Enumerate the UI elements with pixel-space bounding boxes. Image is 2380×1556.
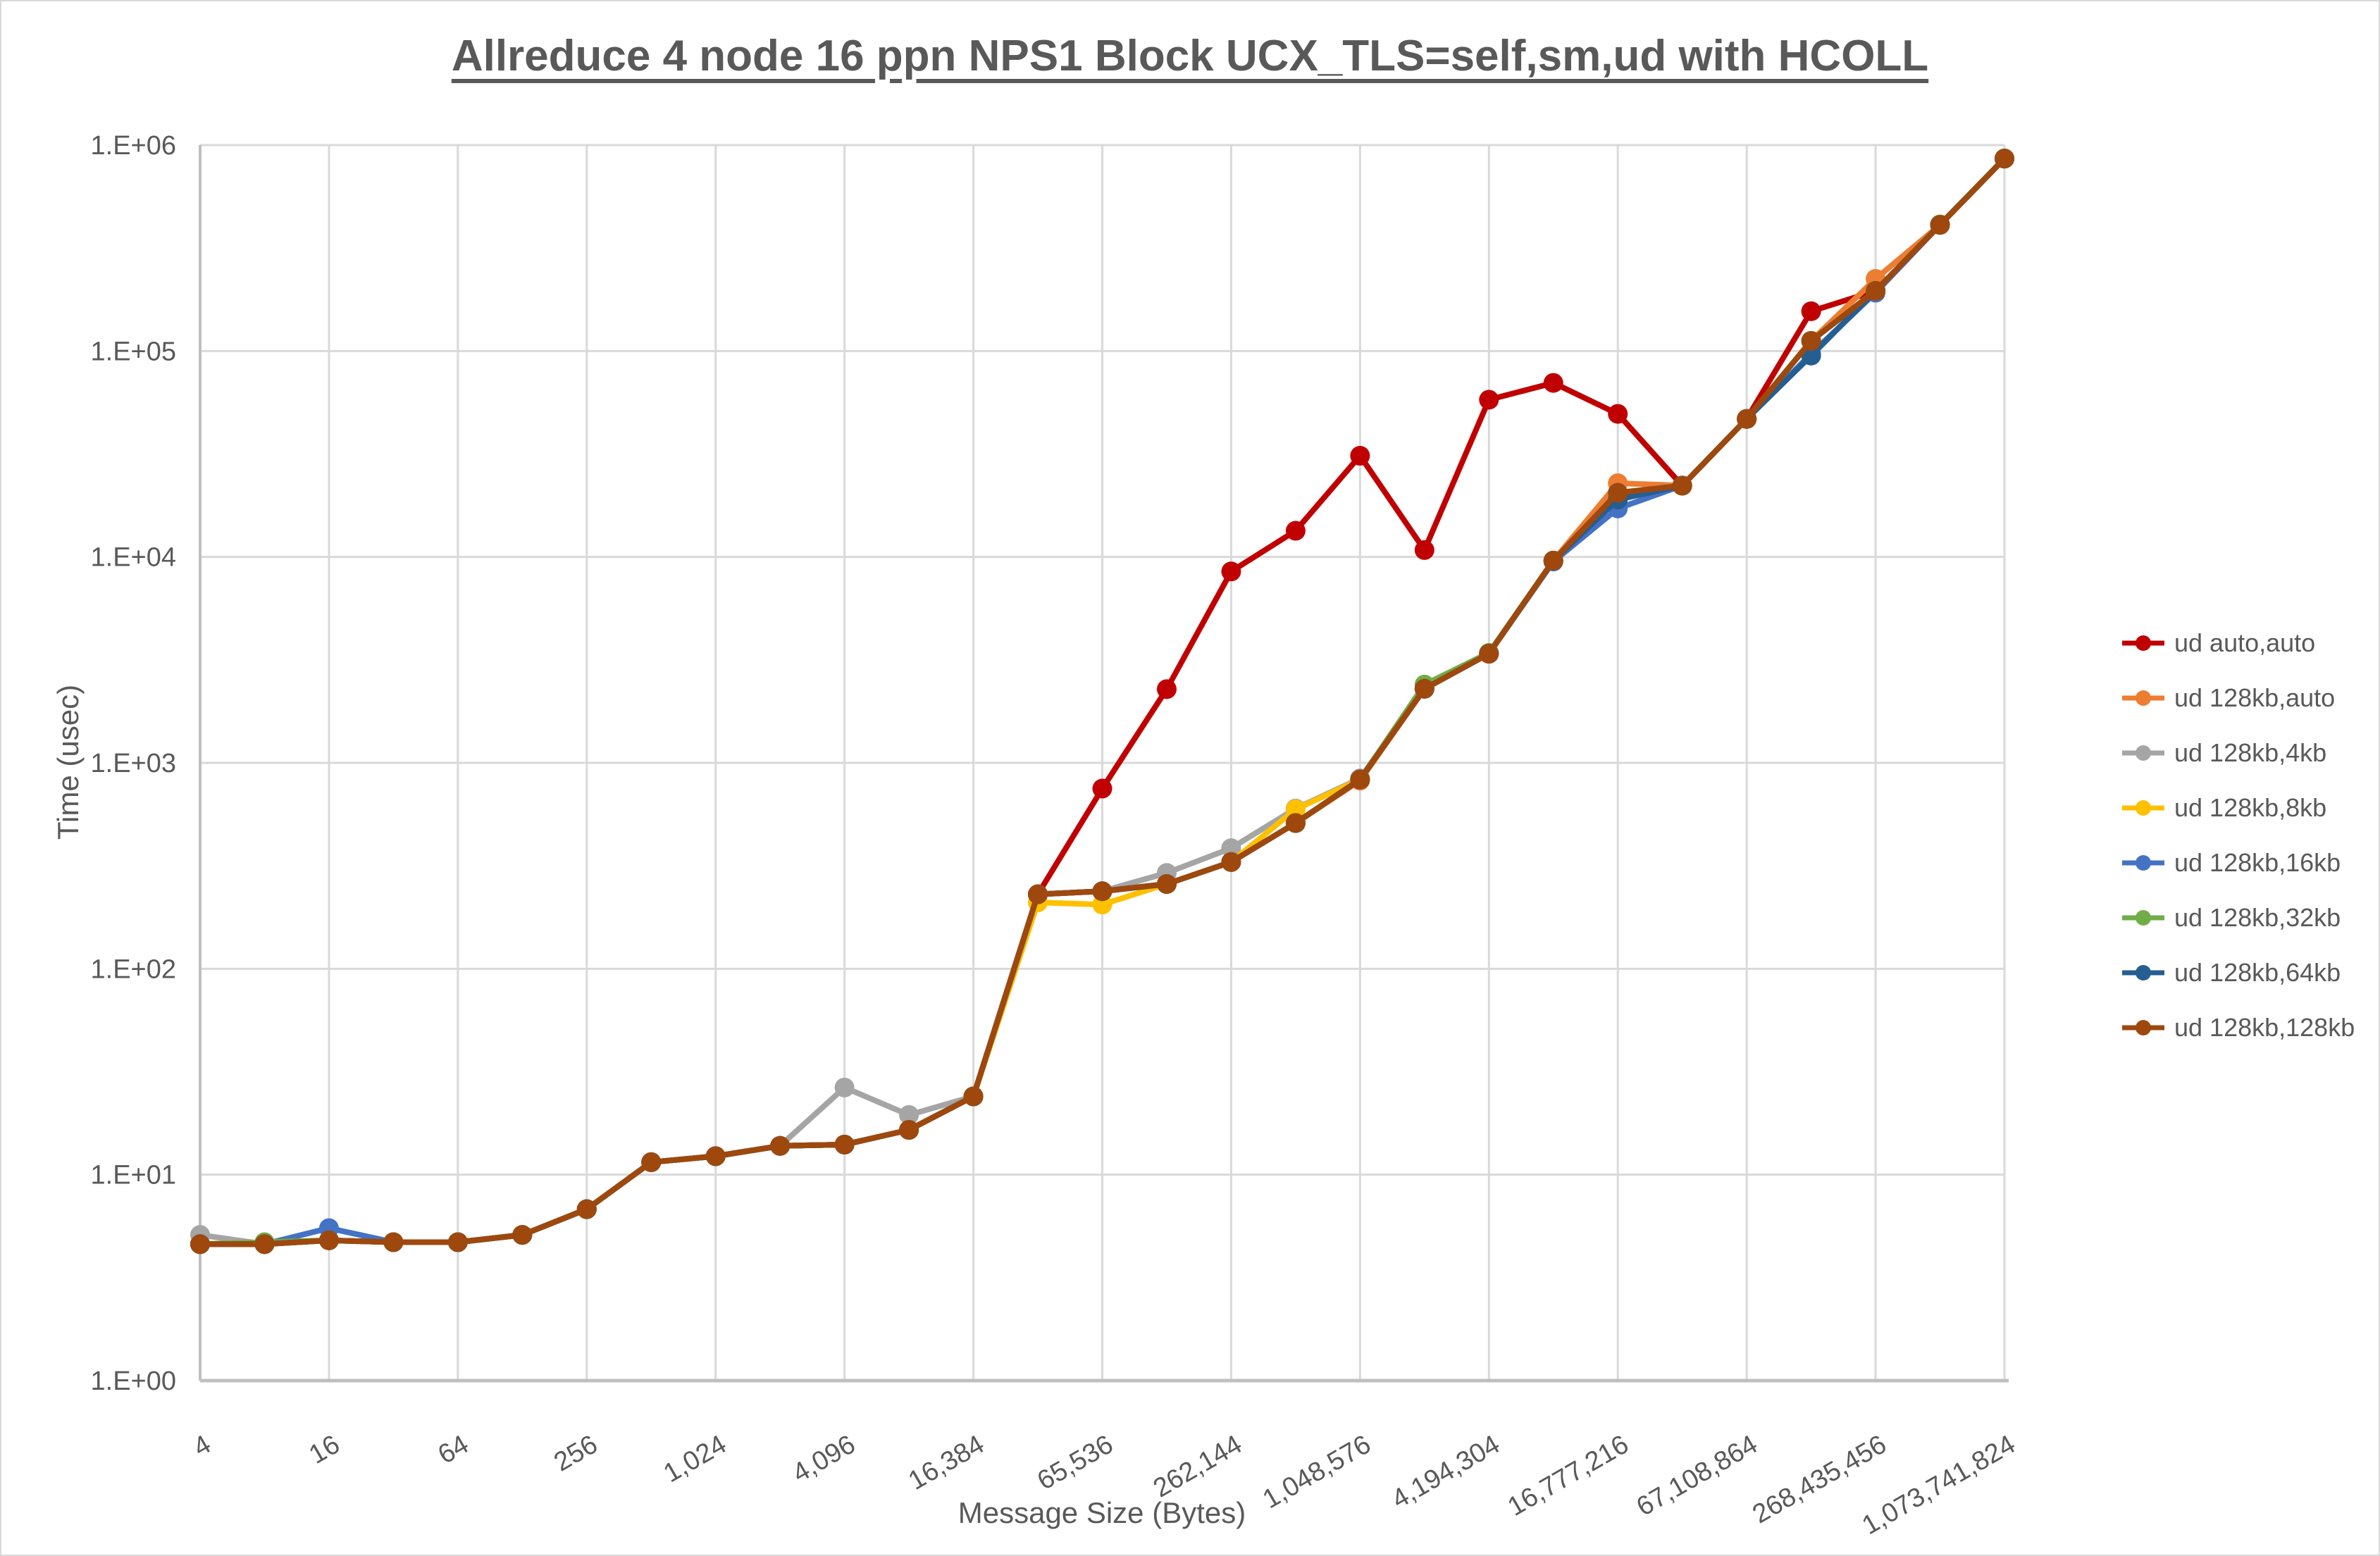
data-point-ud-128kb-128kb [1156,874,1177,895]
legend-item-ud-128kb-128kb: ud 128kb,128kb [2121,1013,2355,1042]
data-point-ud-128kb-128kb [1866,280,1886,301]
data-point-ud-128kb-128kb [899,1120,919,1140]
x-tick-label: 16 [304,1429,345,1470]
data-point-ud-128kb-128kb [641,1152,662,1172]
data-point-ud-auto-auto [1350,446,1370,466]
x-tick-label: 256 [549,1429,602,1477]
data-point-ud-128kb-128kb [1801,330,1821,351]
y-tick-label: 1.E+03 [91,749,177,778]
data-point-ud-auto-auto [1156,679,1177,699]
x-tick-label: 4,194,304 [1387,1429,1504,1514]
legend-marker-icon [2122,635,2164,651]
x-tick-label: 4 [188,1429,216,1462]
x-tick-label: 64 [433,1429,474,1470]
data-point-ud-auto-auto [1608,404,1628,424]
data-point-ud-128kb-128kb [1285,813,1306,833]
data-point-ud-auto-auto [1285,521,1306,541]
legend-item-ud-auto-auto: ud auto,auto [2121,628,2355,657]
legend-item-ud-128kb-auto: ud 128kb,auto [2121,683,2355,712]
data-point-ud-128kb-128kb [834,1134,855,1154]
data-point-ud-128kb-128kb [1543,550,1563,571]
legend-marker-icon [2122,745,2164,761]
legend-item-ud-128kb-32kb: ud 128kb,32kb [2121,903,2355,932]
x-tick-label: 262,144 [1148,1429,1247,1503]
y-tick-label: 1.E+04 [91,543,177,573]
y-tick-label: 1.E+01 [91,1161,177,1190]
x-tick-label: 16,384 [903,1429,989,1495]
legend-item-ud-128kb-8kb: ud 128kb,8kb [2121,793,2355,822]
y-tick-label: 1.E+05 [91,337,177,366]
y-tick-label: 1.E+06 [91,131,177,161]
x-tick-label: 67,108,864 [1632,1429,1763,1521]
data-point-ud-128kb-128kb [576,1199,597,1219]
data-point-ud-128kb-128kb [1028,884,1048,904]
data-point-ud-auto-auto [1543,373,1563,393]
x-tick-label: 16,777,216 [1503,1429,1634,1521]
data-point-ud-128kb-128kb [1737,409,1757,429]
legend: ud auto,auto ud 128kb,auto ud 128kb,4kb ud … [2121,628,2355,1072]
data-point-ud-128kb-128kb [1672,475,1692,496]
legend-marker-icon [2122,910,2164,926]
data-point-ud-128kb-128kb [447,1232,468,1252]
legend-label: ud 128kb,16kb [2174,848,2341,877]
series-ud-128kb-128kb [190,149,2014,1255]
data-point-ud-128kb-4kb [899,1104,919,1125]
legend-marker-icon [2122,800,2164,816]
data-point-ud-128kb-128kb [1414,678,1434,699]
legend-label: ud 128kb,4kb [2174,738,2327,767]
data-point-ud-128kb-8kb [1285,799,1306,819]
x-tick-label: 1,024 [659,1429,731,1488]
data-point-ud-128kb-128kb [1221,852,1241,872]
data-point-ud-128kb-128kb [190,1234,210,1255]
data-point-ud-128kb-128kb [1930,215,1950,235]
data-point-ud-128kb-128kb [1350,769,1370,790]
legend-marker-icon [2122,965,2164,981]
legend-label: ud 128kb,64kb [2174,958,2341,987]
y-tick-label: 1.E+02 [91,954,177,984]
legend-label: ud 128kb,8kb [2174,793,2327,822]
data-point-ud-auto-auto [1221,561,1241,582]
data-point-ud-128kb-128kb [1479,644,1499,664]
y-tick-label: 1.E+00 [91,1367,177,1396]
legend-label: ud 128kb,auto [2174,683,2336,712]
data-point-ud-auto-auto [1479,390,1499,410]
chart-title: Allreduce 4 node 16 ppn NPS1 Block UCX_T… [451,32,1929,80]
data-point-ud-128kb-128kb [770,1135,791,1156]
data-point-ud-128kb-128kb [1092,881,1112,902]
data-point-ud-128kb-128kb [705,1146,726,1166]
data-point-ud-128kb-128kb [254,1234,275,1255]
x-axis-title: Message Size (Bytes) [957,1496,1246,1529]
legend-item-ud-128kb-4kb: ud 128kb,4kb [2121,738,2355,767]
data-point-ud-auto-auto [1801,301,1821,321]
legend-label: ud 128kb,32kb [2174,903,2341,932]
x-tick-label: 4,096 [788,1429,860,1488]
legend-marker-icon [2122,690,2164,706]
legend-marker-icon [2122,1020,2164,1035]
data-point-ud-128kb-128kb [383,1232,404,1252]
legend-item-ud-128kb-64kb: ud 128kb,64kb [2121,958,2355,987]
data-point-ud-auto-auto [1414,540,1434,560]
legend-marker-icon [2122,855,2164,871]
data-point-ud-128kb-4kb [834,1077,855,1097]
data-point-ud-128kb-128kb [318,1230,339,1250]
data-point-ud-128kb-128kb [1608,483,1628,503]
data-point-ud-128kb-4kb [1221,838,1241,859]
legend-label: ud auto,auto [2174,628,2316,657]
legend-item-ud-128kb-16kb: ud 128kb,16kb [2121,848,2355,877]
data-point-ud-128kb-128kb [963,1086,984,1107]
x-tick-label: 65,536 [1032,1429,1118,1495]
data-point-ud-128kb-128kb [512,1225,533,1245]
data-point-ud-128kb-128kb [1995,149,2014,169]
data-point-ud-auto-auto [1092,778,1112,799]
legend-label: ud 128kb,128kb [2174,1013,2355,1042]
y-axis-title: Time (usec) [51,684,85,840]
